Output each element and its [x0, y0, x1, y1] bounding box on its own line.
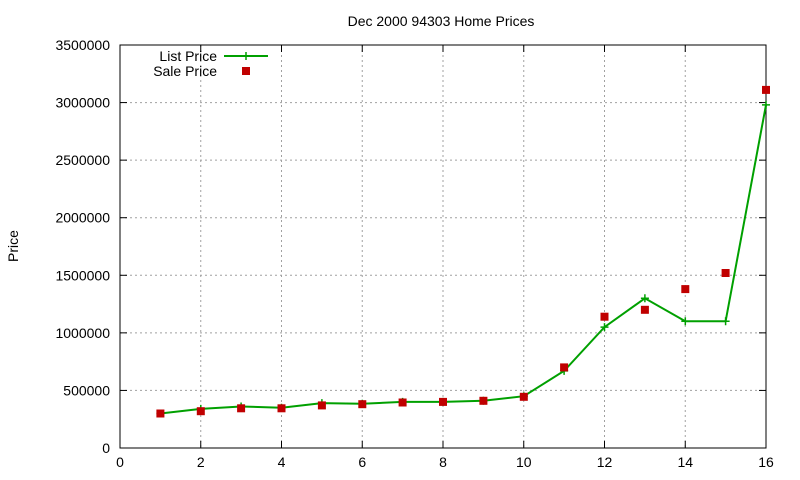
y-tick-label: 2000000: [55, 210, 110, 226]
y-tick-label: 3500000: [55, 37, 110, 53]
x-tick-label: 14: [677, 454, 693, 470]
list-price-point: [640, 294, 649, 303]
legend-label-list-price: List Price: [159, 48, 217, 64]
legend-marker-sale-price: [242, 67, 250, 75]
sale-price-point: [560, 363, 569, 372]
sale-price-point: [196, 407, 205, 416]
x-tick-label: 2: [197, 454, 205, 470]
y-tick-label: 1000000: [55, 325, 110, 341]
sale-price-point: [519, 392, 528, 401]
y-tick-label: 1500000: [55, 267, 110, 283]
legend: List Price Sale Price: [153, 48, 268, 79]
legend-label-sale-price: Sale Price: [153, 63, 217, 79]
series-line-list-price: [160, 104, 767, 415]
sale-price-point: [317, 401, 326, 410]
sale-price-point: [358, 400, 367, 409]
chart-title: Dec 2000 94303 Home Prices: [348, 13, 535, 29]
y-tick-label: 2500000: [55, 152, 110, 168]
list-price-point: [681, 317, 690, 326]
sale-price-point: [439, 397, 447, 406]
grid-layer: [120, 45, 766, 448]
sale-price-point: [237, 404, 246, 413]
sale-price-point: [277, 404, 286, 413]
sale-price-point: [600, 312, 609, 321]
y-tick-label: 0: [102, 440, 110, 456]
x-tick-label: 0: [116, 454, 124, 470]
list-price-point: [762, 100, 770, 109]
y-tick-label: 3000000: [55, 95, 110, 111]
sale-price-point: [479, 396, 488, 405]
list-price-point: [600, 323, 609, 332]
list-price-point: [721, 317, 730, 326]
sale-price-point: [398, 398, 407, 407]
sale-price-point: [681, 285, 690, 294]
series-layer: [156, 85, 770, 418]
sale-price-point: [640, 305, 649, 314]
x-ticks: 0 2 4 6 8 10 12 14 16: [116, 45, 774, 470]
x-tick-label: 10: [516, 454, 532, 470]
legend-marker-list-price: [242, 52, 250, 60]
sale-price-point: [156, 409, 165, 418]
y-axis-label: Price: [5, 230, 21, 262]
sale-price-point: [762, 85, 770, 94]
x-tick-label: 6: [358, 454, 366, 470]
x-tick-label: 4: [278, 454, 286, 470]
x-tick-label: 8: [439, 454, 447, 470]
sale-price-point: [721, 269, 730, 277]
y-tick-label: 500000: [63, 382, 110, 398]
x-tick-label: 16: [758, 454, 774, 470]
x-tick-label: 12: [597, 454, 613, 470]
y-ticks: 0 500000 1000000 1500000 2000000 2500000 30000…: [55, 37, 766, 456]
